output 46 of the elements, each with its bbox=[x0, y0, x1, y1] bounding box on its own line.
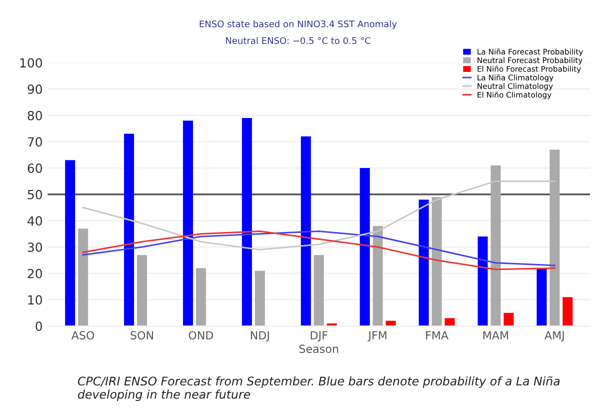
y-tick-label: 100 bbox=[20, 58, 42, 68]
bar bbox=[562, 297, 573, 326]
x-tick-label: SON bbox=[130, 331, 153, 340]
bar bbox=[124, 134, 134, 326]
y-tick-label: 70 bbox=[28, 137, 42, 147]
x-tick-label: FMA bbox=[426, 331, 448, 340]
x-tick-label: AMJ bbox=[544, 331, 564, 342]
line-series bbox=[82, 180, 556, 250]
bar bbox=[136, 254, 148, 326]
bar bbox=[550, 150, 560, 326]
y-tick-label: 80 bbox=[28, 110, 42, 120]
y-tick-label: 50 bbox=[28, 190, 42, 200]
bar bbox=[196, 268, 206, 326]
bar bbox=[444, 318, 455, 326]
y-tick-label: 20 bbox=[28, 268, 42, 278]
bar bbox=[418, 200, 429, 326]
y-tick-label: 30 bbox=[28, 242, 42, 252]
bar bbox=[360, 168, 370, 326]
bar bbox=[372, 226, 383, 326]
bar bbox=[536, 268, 547, 326]
bar bbox=[254, 270, 265, 326]
x-tick-label: OND bbox=[188, 331, 214, 340]
bar bbox=[490, 165, 501, 326]
bar bbox=[300, 136, 311, 326]
bar bbox=[314, 254, 324, 326]
bar bbox=[504, 312, 514, 326]
x-tick-label: NDJ bbox=[250, 331, 269, 342]
y-tick-label: 0 bbox=[36, 322, 42, 331]
text: CPC/IRI ENSO Forecast from September. Blue bars denote probability of a La Niña developing in the near future bbox=[78, 376, 560, 402]
x-axis-title: Season bbox=[299, 344, 338, 354]
bar bbox=[432, 197, 442, 326]
y-tick-label: 60 bbox=[28, 164, 42, 173]
chart-title: ENSO state based on NINO3.4 SST Anomaly bbox=[200, 20, 397, 30]
x-tick-label: ASO bbox=[71, 331, 94, 340]
x-tick-label: DJF bbox=[310, 331, 328, 342]
y-tick-label: 90 bbox=[28, 84, 42, 94]
bar bbox=[65, 160, 76, 326]
bar bbox=[78, 228, 88, 326]
x-tick-label: MAM bbox=[483, 331, 508, 340]
x-tick-label: JFM bbox=[368, 331, 386, 342]
y-tick-label: 10 bbox=[28, 295, 42, 305]
bar bbox=[478, 236, 488, 326]
y-tick-label: 40 bbox=[28, 216, 42, 226]
chart-subtitle: Neutral ENSO: −0.5 °C to 0.5 °C bbox=[226, 37, 370, 44]
bar bbox=[182, 120, 193, 326]
bar bbox=[242, 118, 252, 326]
